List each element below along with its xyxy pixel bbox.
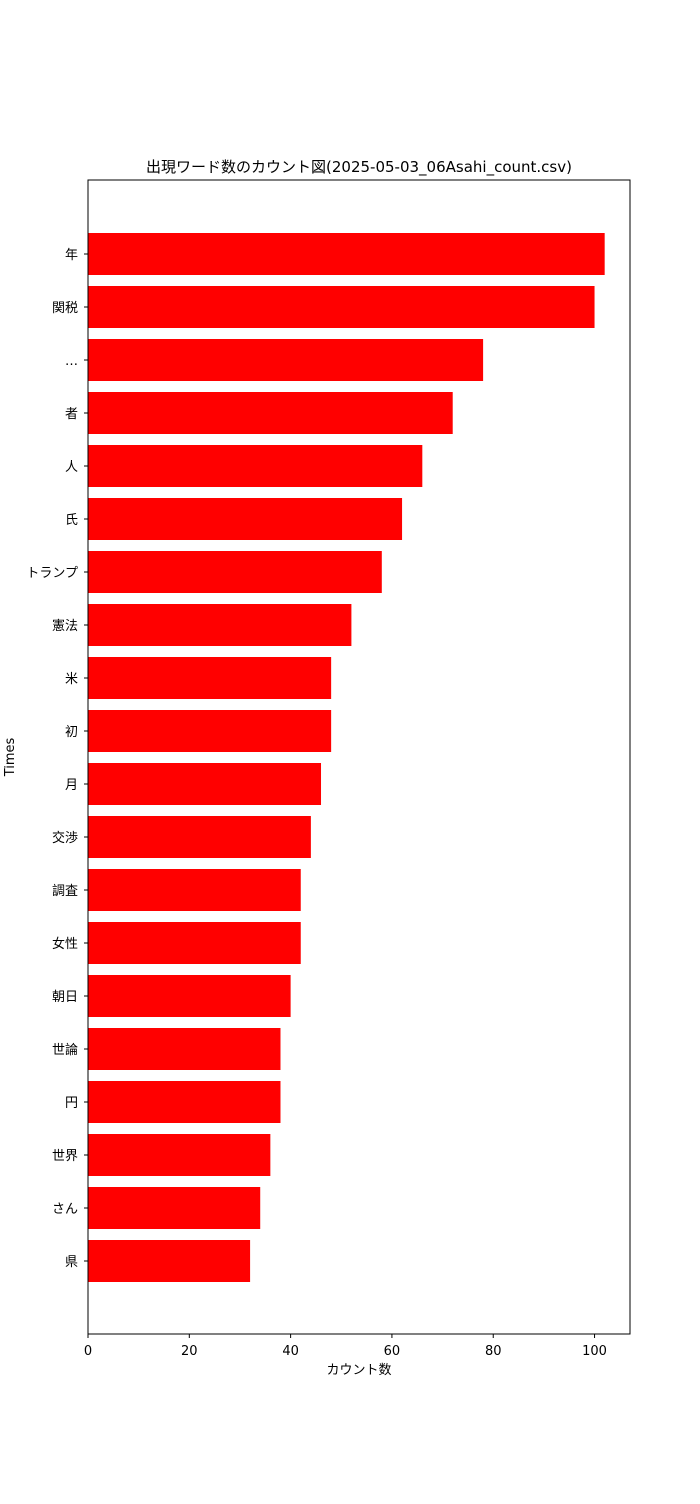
y-tick-label: 者 [65,407,78,422]
x-tick-label: 60 [384,1344,401,1359]
x-tick-label: 0 [84,1344,92,1359]
bar [88,1028,281,1070]
bar [88,816,311,858]
bar [88,922,301,964]
y-tick-label: 円 [65,1096,78,1111]
bar [88,657,332,699]
bar [88,975,291,1017]
y-tick-label: 交渉 [52,830,78,846]
y-tick-label: 世論 [52,1042,78,1058]
y-tick-label: 米 [65,672,78,687]
bars-layer [88,233,605,1282]
bar [88,233,605,275]
y-tick-label: 初 [65,725,78,740]
x-axis-label: カウント数 [326,1363,391,1378]
y-tick-label: 調査 [52,884,78,899]
y-tick-label: 憲法 [52,618,78,634]
x-axis: 0 20 40 60 80 100 [84,1334,607,1359]
y-tick-label: 関税 [52,301,78,316]
x-tick-label: 20 [181,1344,198,1359]
y-tick-label: 氏 [65,513,78,528]
y-tick-label: 女性 [52,936,78,952]
y-tick-label: さん [52,1202,78,1217]
x-tick-label: 100 [582,1344,607,1359]
y-tick-label: … [65,354,78,369]
plot-frame [87,179,631,1335]
y-tick-label: 月 [65,778,78,793]
bar [88,1187,261,1229]
bar [88,1081,281,1123]
chart-title: 出現ワード数のカウント図(2025-05-03_06Asahi_count.cs… [146,158,572,177]
x-tick-label: 80 [485,1344,502,1359]
bar [88,551,382,593]
bar [88,1134,271,1176]
y-tick-label: 県 [65,1255,78,1270]
bar [88,445,423,487]
bar [88,1240,251,1282]
y-tick-label: 人 [65,460,78,475]
y-tick-label: 年 [65,248,78,263]
bar [88,392,453,434]
x-tick-label: 40 [282,1344,299,1359]
bar [88,763,322,805]
bar [88,339,484,381]
y-tick-label: 朝日 [52,990,78,1005]
bar [88,710,332,752]
y-tick-label: トランプ [26,566,78,581]
bar [88,498,403,540]
y-axis-label: Times [3,737,18,777]
bar [88,286,595,328]
bar [88,869,301,911]
y-tick-label: 世界 [52,1149,78,1164]
bar [88,604,352,646]
